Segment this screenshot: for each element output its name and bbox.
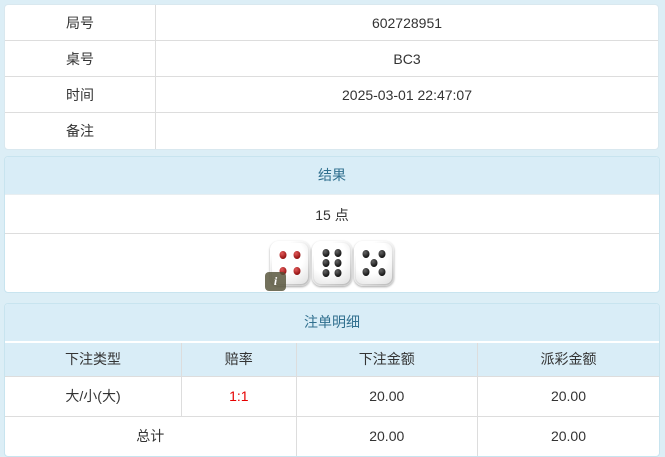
die-face xyxy=(314,242,350,284)
col-header-odds: 赔率 xyxy=(181,341,297,376)
info-value-remark xyxy=(156,113,658,149)
bet-odds-cell: 1:1 xyxy=(181,375,297,416)
bet-table-header-row: 下注类型 赔率 下注金额 派彩金额 xyxy=(5,341,659,376)
die-pip xyxy=(378,249,386,258)
total-row: 总计 20.00 20.00 xyxy=(5,415,659,456)
info-value-game-id: 602728951 xyxy=(156,5,658,41)
info-row-remark: 备注 xyxy=(5,113,658,149)
die-pip xyxy=(334,268,342,277)
die-pip xyxy=(362,249,370,258)
total-payout-amount-cell: 20.00 xyxy=(477,415,659,456)
bet-row: 大/小(大) 1:1 20.00 20.00 xyxy=(5,375,659,416)
die-pip xyxy=(322,268,330,277)
die-pip xyxy=(334,249,342,258)
die-pip xyxy=(279,267,287,276)
die-pip xyxy=(334,259,342,267)
col-header-bet-type: 下注类型 xyxy=(5,341,182,376)
die-pip xyxy=(370,259,378,267)
bet-amount-cell: 20.00 xyxy=(295,375,478,416)
bet-payout-cell: 20.00 xyxy=(477,375,659,416)
die-pip xyxy=(322,249,330,258)
die-pip xyxy=(279,250,287,259)
info-value-time: 2025-03-01 22:47:07 xyxy=(156,77,658,113)
col-header-bet-amount: 下注金额 xyxy=(295,341,478,376)
info-label-time: 时间 xyxy=(5,77,156,113)
dice-row: i xyxy=(5,234,659,292)
result-panel-title: 结果 xyxy=(5,157,659,194)
bet-panel-title: 注单明细 xyxy=(5,304,659,341)
total-label-cell: 总计 xyxy=(5,415,297,456)
die-5-icon xyxy=(354,240,394,286)
die-pip xyxy=(293,267,301,276)
die-face xyxy=(356,242,392,284)
bet-panel: 注单明细 下注类型 赔率 下注金额 派彩金额 大/小(大) 1:1 20.00 … xyxy=(4,303,660,457)
result-panel: 结果 15 点 i xyxy=(4,156,660,293)
info-row-game-id: 局号 602728951 xyxy=(5,5,658,41)
info-value-table-id: BC3 xyxy=(156,41,658,77)
info-row-table-id: 桌号 BC3 xyxy=(5,41,658,77)
info-row-time: 时间 2025-03-01 22:47:07 xyxy=(5,77,658,113)
bet-table: 下注类型 赔率 下注金额 派彩金额 大/小(大) 1:1 20.00 20.00… xyxy=(5,341,659,456)
info-label-remark: 备注 xyxy=(5,113,156,149)
die-pip xyxy=(322,259,330,267)
col-header-payout-amount: 派彩金额 xyxy=(477,341,659,376)
bet-type-cell: 大/小(大) xyxy=(5,375,182,416)
game-info-table: 局号 602728951 桌号 BC3 时间 2025-03-01 22:47:… xyxy=(4,4,659,150)
info-badge-icon[interactable]: i xyxy=(265,271,286,291)
die-pip xyxy=(378,268,386,277)
total-bet-amount-cell: 20.00 xyxy=(295,415,478,456)
info-label-game-id: 局号 xyxy=(5,5,156,41)
die-6-icon xyxy=(312,240,352,286)
die-pip xyxy=(362,268,370,277)
die-pip xyxy=(293,250,301,259)
die-4-icon: i xyxy=(265,240,310,291)
result-points: 15 点 xyxy=(5,194,659,234)
info-label-table-id: 桌号 xyxy=(5,41,156,77)
